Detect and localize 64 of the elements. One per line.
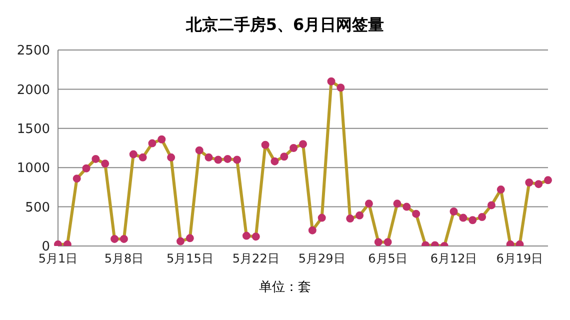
- point: [318, 214, 326, 222]
- point: [138, 153, 147, 162]
- x-axis-title: 单位：套: [258, 279, 312, 296]
- point: [544, 176, 552, 184]
- point: [468, 216, 477, 224]
- point: [242, 232, 250, 240]
- point: [54, 240, 62, 246]
- x-tick-label: 5月22日: [232, 252, 280, 266]
- point: [101, 160, 110, 168]
- x-tick-label: 5月29日: [298, 252, 346, 266]
- point: [290, 144, 298, 152]
- point: [63, 240, 72, 246]
- y-tick-label: 2000: [16, 82, 50, 98]
- point: [158, 135, 166, 144]
- x-tick-label: 5月15日: [166, 252, 214, 266]
- y-tick-label: 2500: [16, 44, 50, 59]
- point: [110, 234, 119, 243]
- x-tick-label: 5月8日: [104, 252, 144, 266]
- y-tick-label: 500: [25, 200, 50, 216]
- point: [327, 77, 336, 86]
- point: [356, 211, 364, 220]
- y-tick-label: 1500: [16, 122, 50, 138]
- point: [299, 140, 307, 148]
- point: [280, 152, 288, 161]
- point: [214, 156, 222, 164]
- point: [224, 154, 232, 163]
- point: [336, 84, 345, 92]
- y-tick-label: 1000: [16, 161, 50, 176]
- point: [195, 146, 204, 154]
- point: [92, 154, 100, 163]
- point: [525, 178, 534, 186]
- point: [308, 226, 316, 234]
- point: [82, 164, 90, 172]
- point: [233, 156, 242, 164]
- point: [252, 232, 260, 241]
- point: [534, 180, 543, 188]
- point: [129, 150, 138, 158]
- point: [186, 234, 194, 242]
- x-tick-label: 6月12日: [430, 252, 478, 266]
- chart-title: 北京二手房5、6月日网签量: [184, 14, 386, 36]
- point: [204, 153, 213, 162]
- point: [496, 186, 505, 194]
- point: [261, 140, 270, 149]
- point: [478, 212, 486, 221]
- point: [450, 208, 458, 216]
- point: [176, 237, 184, 246]
- point: [412, 210, 420, 218]
- point: [346, 214, 354, 223]
- point: [459, 214, 468, 222]
- point: [270, 157, 279, 166]
- point: [364, 200, 373, 208]
- x-tick-label: 6月19日: [496, 252, 544, 266]
- point: [72, 174, 81, 183]
- point: [487, 201, 496, 210]
- point: [393, 200, 402, 208]
- point: [167, 153, 176, 162]
- point: [148, 139, 156, 148]
- x-tick-label: 6月5日: [368, 252, 408, 266]
- point: [384, 238, 392, 246]
- point: [516, 240, 524, 246]
- point: [374, 238, 382, 246]
- point: [506, 240, 514, 246]
- point: [402, 202, 411, 211]
- point: [120, 234, 128, 243]
